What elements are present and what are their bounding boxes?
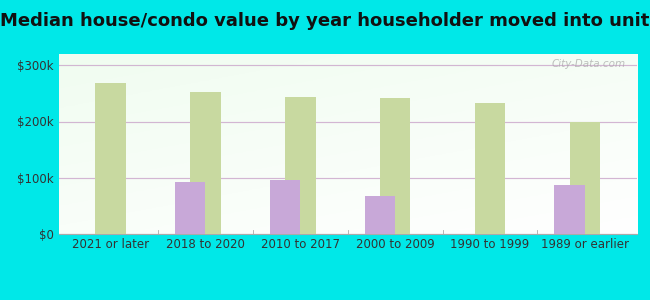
Bar: [190, 92, 220, 234]
Text: City-Data.com: City-Data.com: [551, 59, 625, 69]
Bar: [380, 98, 410, 234]
Bar: [270, 180, 300, 234]
Bar: [475, 103, 505, 234]
Legend: New Holland, Illinois: New Holland, Illinois: [246, 298, 450, 300]
Bar: [175, 182, 205, 234]
Bar: [285, 97, 315, 234]
Bar: [365, 196, 395, 234]
Bar: [96, 83, 126, 234]
Bar: [554, 184, 585, 234]
Text: Median house/condo value by year householder moved into unit: Median house/condo value by year househo…: [0, 12, 650, 30]
Bar: [569, 122, 600, 234]
